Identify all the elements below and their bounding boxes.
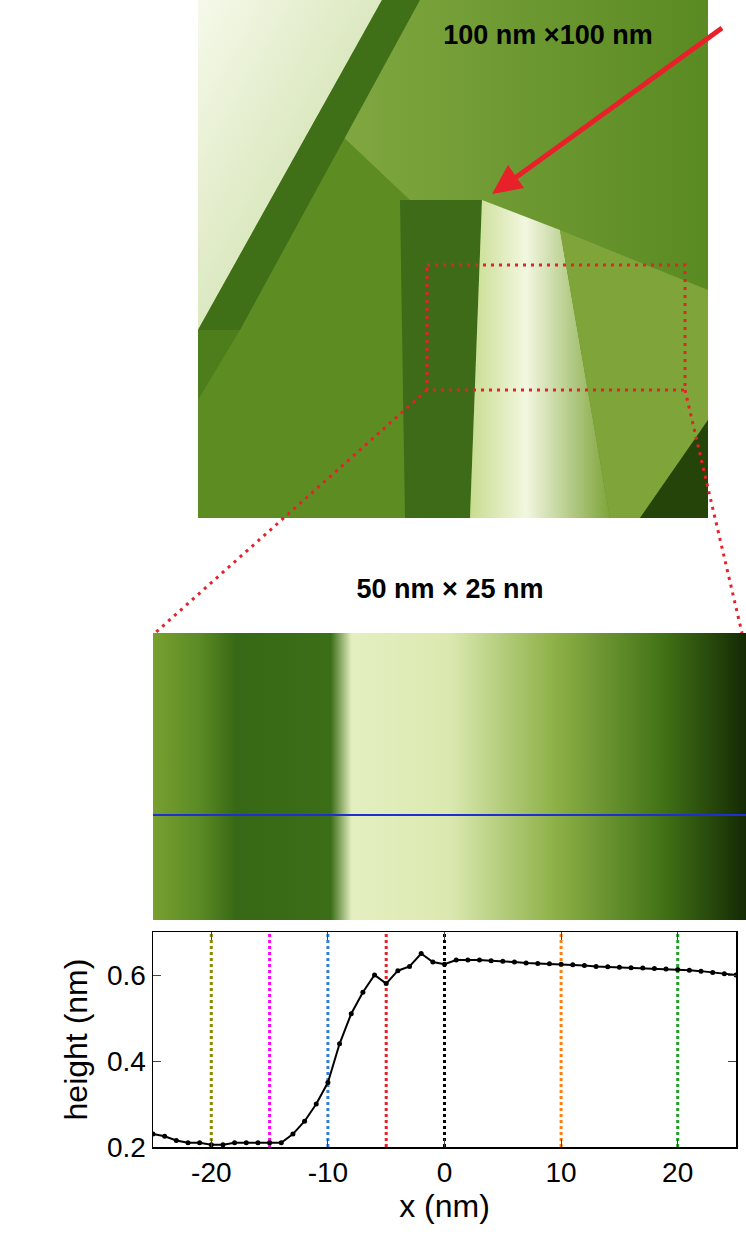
svg-text:-20: -20 xyxy=(191,1157,231,1188)
svg-text:height (nm): height (nm) xyxy=(58,959,94,1121)
svg-text:x (nm): x (nm) xyxy=(399,1188,490,1224)
svg-text:50 nm × 25 nm: 50 nm × 25 nm xyxy=(357,574,544,604)
svg-text:0: 0 xyxy=(437,1157,453,1188)
svg-text:-10: -10 xyxy=(308,1157,348,1188)
svg-text:10: 10 xyxy=(546,1157,577,1188)
svg-text:100 nm ×100 nm: 100 nm ×100 nm xyxy=(443,20,652,50)
svg-text:0.6: 0.6 xyxy=(107,960,146,991)
svg-text:0.4: 0.4 xyxy=(107,1046,146,1077)
svg-text:20: 20 xyxy=(662,1157,693,1188)
svg-text:0.2: 0.2 xyxy=(107,1132,146,1163)
